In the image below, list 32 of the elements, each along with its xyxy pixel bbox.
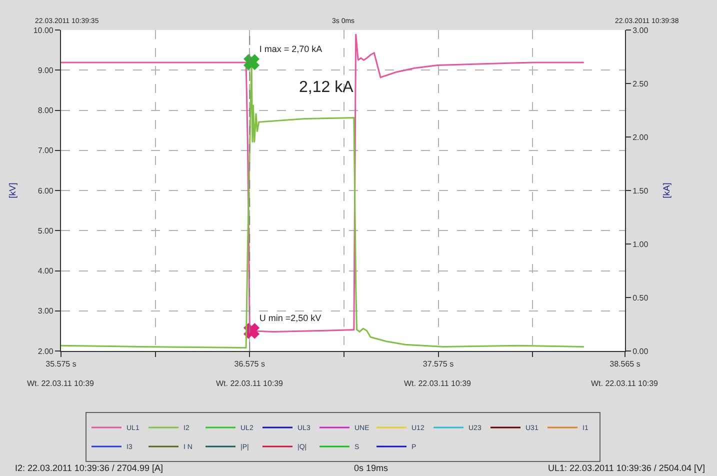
text: I2: 22.03.2011 10:39:36 / 2704.99 [A]: [15, 463, 163, 473]
y2-tick-label: 0.00: [632, 346, 649, 356]
x-tick-label: 36.575 s: [234, 360, 265, 369]
text: Wt. 22.03.11 10:39: [27, 379, 95, 388]
x-tick-label: 37.575 s: [422, 360, 454, 369]
text: Wt. 22.03.11 10:39: [591, 379, 659, 388]
y-tick-label: 5.00: [38, 226, 54, 236]
y-tick-label: 2.00: [38, 346, 54, 356]
data-label: I max = 2,70 kA: [259, 44, 322, 54]
y2-axis-title: [kA]: [662, 182, 672, 198]
y2-tick-label: 2.00: [632, 132, 649, 142]
y-tick-label: 6.00: [38, 186, 54, 196]
y2-tick-label: 0.50: [632, 293, 649, 302]
text: Wt. 22.03.11 10:39: [216, 379, 284, 388]
annotation: 2,12 kA: [299, 79, 354, 96]
x-tick-label: 35.575 s: [46, 360, 76, 369]
y-axis-title: [kV]: [8, 182, 18, 198]
y2-tick-label: 1.50: [632, 186, 649, 196]
y-tick-label: 9.00: [38, 66, 54, 75]
y2-tick-label: 1.00: [632, 240, 649, 249]
text: UL1: 22.03.2011 10:39:36 / 2504.04 [V]: [548, 463, 705, 473]
data-label: U min =2,50 kV: [259, 312, 322, 323]
y-tick-label: 4.00: [38, 266, 54, 276]
y-tick-label: 7.00: [38, 146, 54, 156]
x-tick-label: 38.565 s: [610, 360, 640, 369]
y2-tick-label: 3.00: [632, 26, 649, 35]
y2-tick-label: 2.50: [632, 79, 649, 88]
y-tick-label: 10.00: [33, 26, 54, 35]
y-tick-label: 3.00: [38, 306, 54, 316]
y-tick-label: 8.00: [38, 106, 54, 116]
text: Wt. 22.03.11 10:39: [404, 379, 472, 388]
text: 0s 19ms: [354, 463, 389, 473]
